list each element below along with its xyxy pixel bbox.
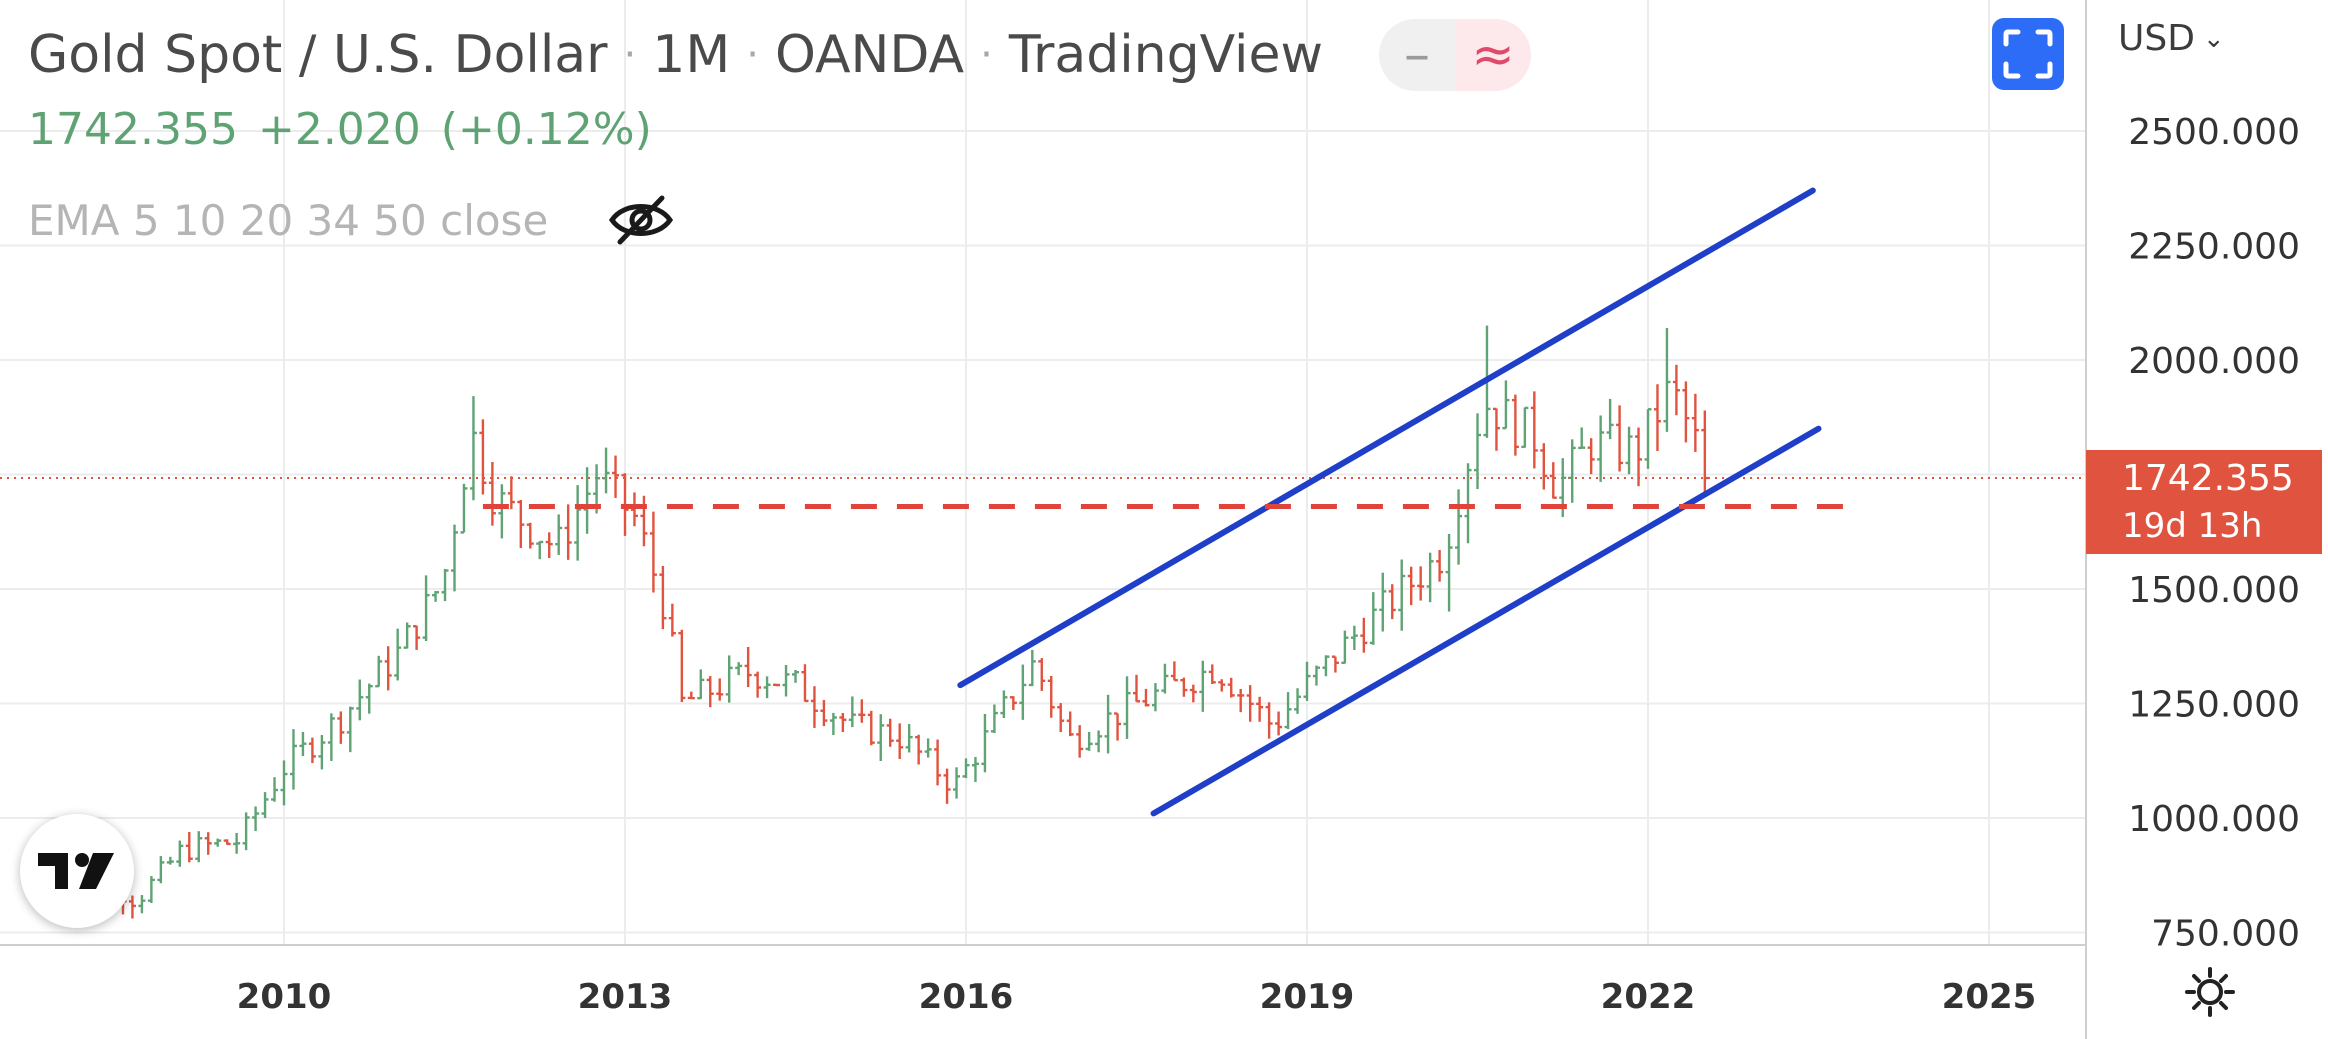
grid [0, 0, 2086, 945]
time-tick-label: 2019 [1260, 977, 1355, 1017]
fullscreen-icon [2003, 29, 2053, 79]
price-tick-label: 2000.000 [2128, 341, 2300, 382]
symbol-legend: Gold Spot / U.S. Dollar · 1M · OANDA · T… [28, 19, 1532, 91]
symbol-name[interactable]: Gold Spot / U.S. Dollar [28, 25, 608, 85]
separator: · [980, 32, 993, 78]
bar-countdown: 19d 13h [2122, 506, 2263, 546]
interval-label[interactable]: 1M [652, 25, 731, 85]
price-change-percent: (+0.12%) [440, 104, 652, 155]
time-tick-label: 2022 [1601, 977, 1696, 1017]
time-tick-label: 2016 [919, 977, 1014, 1017]
last-price-badge: 1742.355 19d 13h [2086, 450, 2322, 554]
price-change: +2.020 [257, 104, 421, 155]
separator: · [623, 32, 637, 78]
indicator-legend[interactable]: EMA 5 10 20 34 50 close [28, 190, 674, 250]
fullscreen-button[interactable] [1992, 18, 2064, 90]
collapse-legend-button[interactable]: – [1379, 19, 1456, 91]
tradingview-logo[interactable] [20, 814, 134, 928]
compare-button[interactable]: ≈ [1455, 19, 1532, 91]
separator: · [746, 32, 759, 78]
currency-label: USD [2118, 18, 2195, 59]
price-tick-label: 2500.000 [2128, 112, 2300, 153]
indicator-label: EMA 5 10 20 34 50 close [28, 195, 549, 245]
time-tick-label: 2010 [237, 977, 332, 1017]
last-price: 1742.355 [28, 104, 238, 155]
currency-selector[interactable]: USD ⌄ [2118, 18, 2225, 59]
time-tick-label: 2013 [578, 977, 673, 1017]
badge-price: 1742.355 [2122, 458, 2294, 499]
price-tick-label: 1250.000 [2128, 685, 2300, 726]
eye-slash-icon[interactable] [608, 190, 674, 250]
time-axis[interactable]: 2010 2013 2016 2019 2022 2025 [237, 977, 2037, 1017]
price-tick-label: 2250.000 [2128, 227, 2300, 268]
time-tick-label: 2025 [1942, 977, 2037, 1017]
legend-toggle-group: – ≈ [1379, 19, 1532, 91]
approx-wave-icon: ≈ [1471, 25, 1515, 85]
broker-label: OANDA [774, 25, 965, 85]
tradingview-logo-icon [38, 853, 114, 889]
quote-row: 1742.355 +2.020 (+0.12%) [28, 104, 652, 155]
price-bars [53, 325, 1709, 919]
platform-label: TradingView [1008, 25, 1324, 85]
minus-icon: – [1404, 25, 1431, 85]
chevron-down-icon: ⌄ [2202, 23, 2225, 54]
drawings[interactable] [482, 187, 1847, 817]
gear-icon[interactable] [2184, 966, 2236, 1018]
price-tick-label: 750.000 [2151, 914, 2300, 955]
price-tick-label: 1000.000 [2128, 799, 2300, 840]
channel-upper [957, 187, 1816, 689]
channel-lower [1150, 425, 1822, 817]
price-tick-label: 1500.000 [2128, 570, 2300, 611]
